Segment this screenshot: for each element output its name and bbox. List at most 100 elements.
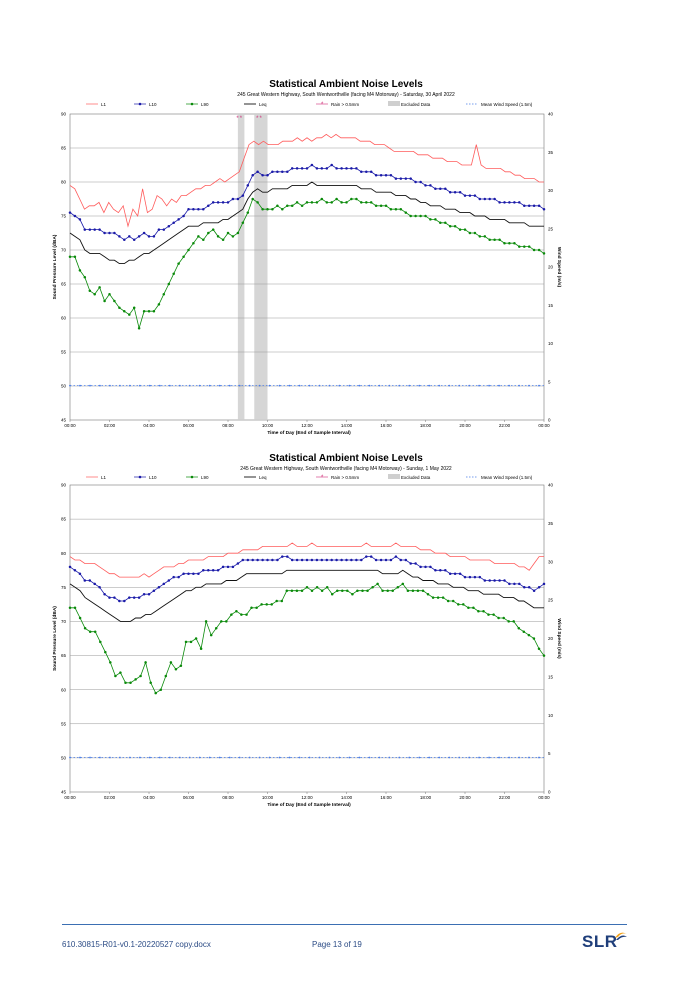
data-point: [328, 384, 331, 387]
data-point: [503, 201, 506, 204]
legend-entry-rain-0-5mm: * Rain > 0.5mm: [316, 475, 359, 481]
data-point: [108, 292, 111, 296]
series-line: [69, 542, 544, 578]
data-point: [159, 688, 163, 691]
data-point: [336, 589, 339, 592]
data-point: [458, 756, 461, 759]
data-point: [369, 170, 373, 174]
data-point: [305, 201, 309, 204]
data-point: [157, 586, 161, 589]
data-point: [528, 756, 530, 759]
data-point: [167, 579, 171, 582]
x-tick-label: 02:00: [104, 423, 116, 428]
data-point: [513, 582, 516, 586]
data-point: [139, 384, 141, 387]
data-point: [414, 562, 417, 565]
data-point: [207, 231, 210, 235]
data-point: [152, 309, 156, 313]
data-point: [473, 231, 477, 235]
data-point: [250, 606, 253, 610]
data-point: [73, 255, 77, 259]
data-point: [241, 558, 245, 562]
data-point: [300, 558, 304, 562]
data-point: [221, 201, 225, 204]
legend-label: L10: [149, 102, 157, 107]
data-point: [83, 275, 87, 279]
data-point: [137, 326, 141, 330]
data-point: [320, 558, 324, 562]
data-point: [468, 756, 471, 759]
data-point: [523, 586, 526, 589]
data-point: [98, 228, 101, 231]
data-point: [69, 756, 71, 759]
data-point: [517, 627, 521, 630]
data-point: [537, 248, 541, 252]
rain-marker: *: [259, 116, 262, 122]
series-l1: [69, 133, 544, 228]
data-point: [113, 231, 116, 235]
legend-label: L10: [149, 475, 157, 480]
data-point: [209, 633, 213, 637]
slr-logo: SLR: [582, 928, 628, 952]
data-point: [523, 204, 526, 208]
data-point: [508, 756, 510, 759]
data-point: [109, 661, 112, 664]
data-point: [188, 756, 191, 759]
data-point: [207, 204, 210, 208]
data-point: [386, 589, 389, 592]
x-tick-label: 12:00: [301, 795, 313, 800]
x-tick-label: 20:00: [459, 795, 471, 800]
data-point: [216, 235, 220, 238]
data-point: [468, 575, 472, 579]
x-tick-label: 02:00: [104, 795, 116, 800]
data-point: [207, 569, 210, 572]
x-tick-label: 08:00: [222, 423, 234, 428]
y2-tick-label: 30: [548, 559, 554, 564]
data-point: [290, 589, 294, 592]
data-point: [152, 589, 156, 592]
data-point: [123, 238, 126, 242]
data-point: [335, 558, 338, 562]
y-axis-label: Sound Pressure Level (dBA): [52, 234, 58, 299]
data-point: [276, 170, 279, 174]
x-tick-label: 00:00: [538, 423, 550, 428]
data-point: [458, 190, 462, 194]
data-point: [355, 558, 358, 562]
data-point: [538, 384, 540, 387]
data-point: [508, 582, 511, 586]
data-point: [345, 201, 348, 204]
data-point: [182, 255, 185, 259]
data-point: [542, 654, 546, 657]
data-point: [498, 238, 501, 242]
data-point: [246, 184, 250, 187]
data-point: [350, 558, 353, 562]
data-point: [463, 228, 467, 231]
x-tick-label: 14:00: [341, 795, 353, 800]
data-point: [305, 167, 309, 170]
x-tick-label: 00:00: [538, 795, 550, 800]
data-point: [248, 384, 251, 387]
legend-label: Mean Wind Speed (1.5m): [481, 102, 533, 107]
data-point: [113, 299, 116, 303]
data-point: [218, 756, 221, 759]
data-point: [113, 596, 116, 599]
chart-sunday: Statistical Ambient Noise Levels 245 Grea…: [0, 450, 693, 822]
y-tick-label: 50: [61, 384, 67, 389]
data-point: [194, 637, 198, 640]
data-point: [290, 558, 294, 562]
data-point: [158, 384, 161, 387]
data-point: [488, 579, 491, 582]
x-tick-label: 06:00: [183, 423, 195, 428]
data-point: [488, 197, 491, 201]
data-point: [103, 231, 106, 235]
data-point: [132, 306, 136, 310]
data-point: [532, 637, 536, 640]
data-point: [73, 569, 77, 572]
data-point: [78, 616, 82, 620]
data-point: [368, 756, 371, 759]
data-point: [204, 620, 208, 623]
data-point: [389, 558, 393, 562]
data-point: [338, 756, 341, 759]
x-tick-label: 00:00: [64, 795, 76, 800]
data-point: [518, 245, 521, 248]
